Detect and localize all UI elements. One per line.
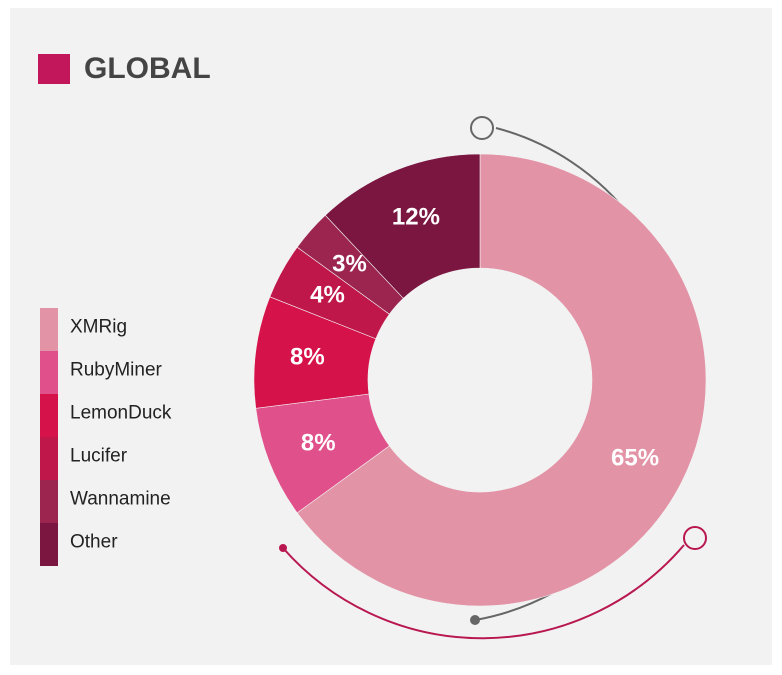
legend-label: RubyMiner	[70, 360, 163, 381]
deco-dot	[470, 615, 480, 625]
slice-label: 8%	[301, 429, 336, 456]
title-marker	[38, 54, 70, 84]
legend-swatch	[40, 351, 58, 394]
slice-label: 8%	[290, 344, 325, 371]
slice-label: 4%	[310, 282, 345, 309]
legend-swatch	[40, 394, 58, 437]
legend-label: LemonDuck	[70, 403, 172, 424]
deco-circle	[470, 116, 494, 140]
legend-label: Wannamine	[70, 489, 171, 510]
deco-arc	[282, 544, 685, 640]
legend-label: Lucifer	[70, 446, 128, 467]
legend-swatch	[40, 437, 58, 480]
legend-swatch	[40, 308, 58, 351]
deco-circle	[683, 526, 707, 550]
slice	[296, 153, 707, 607]
slice-label: 12%	[392, 204, 440, 231]
legend-swatch	[40, 480, 58, 523]
legend-label: XMRig	[70, 317, 127, 338]
deco-dot	[279, 544, 287, 552]
legend-swatch	[40, 523, 58, 566]
slice-label: 65%	[611, 444, 659, 471]
chart-title: GLOBAL	[84, 52, 211, 85]
legend-label: Other	[70, 532, 118, 553]
slice-label: 3%	[332, 250, 367, 277]
slice	[324, 153, 481, 299]
